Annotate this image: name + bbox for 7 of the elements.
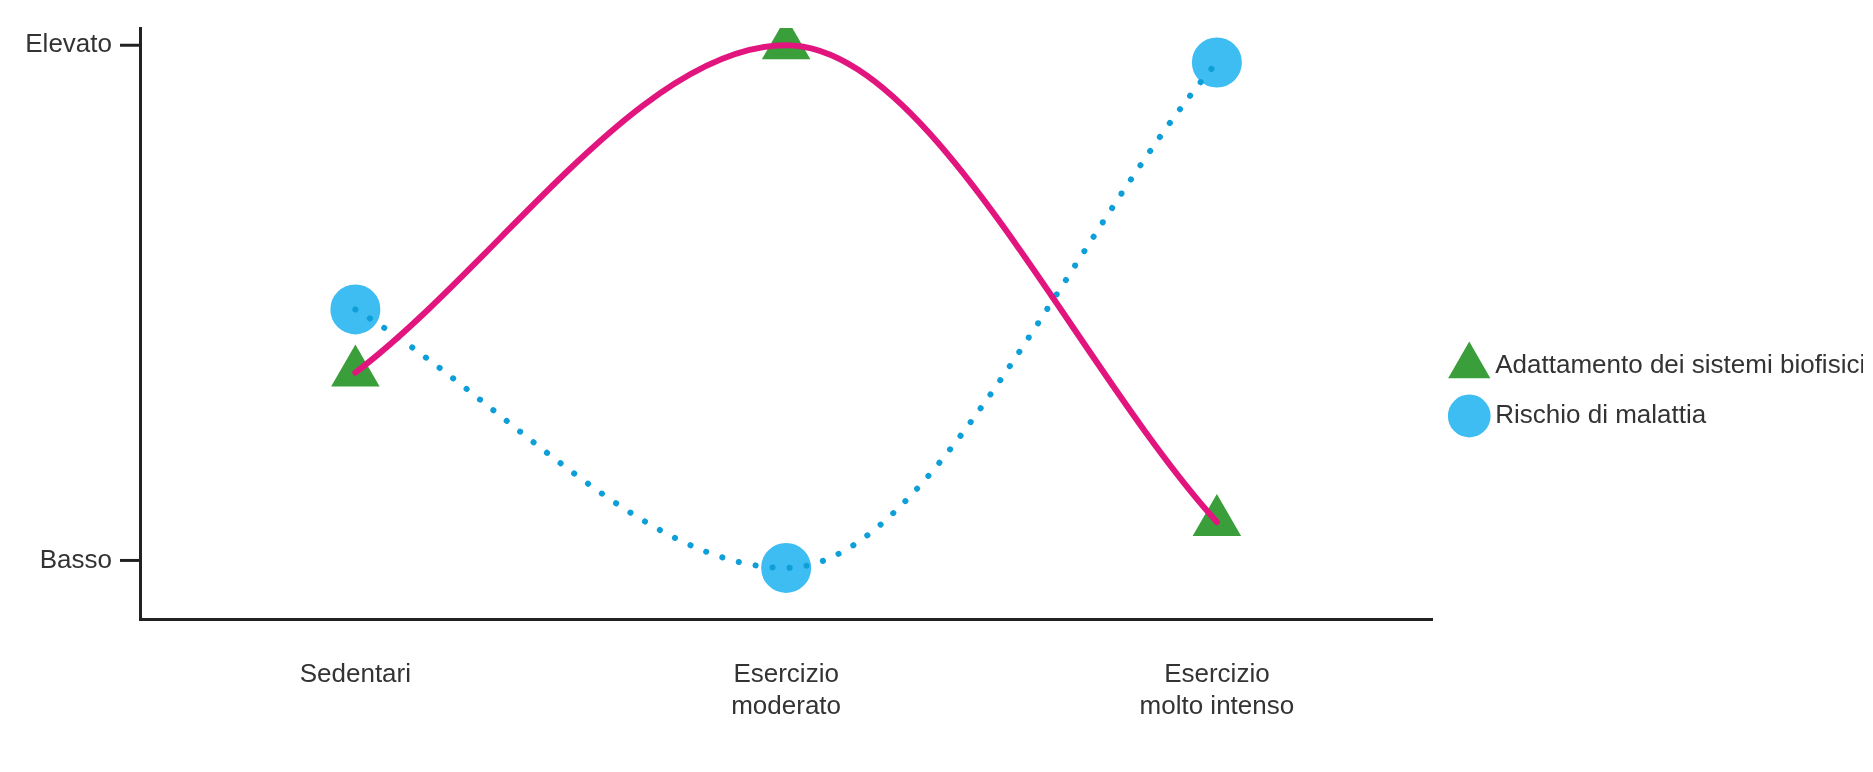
legend-label: Adattamento dei sistemi biofisici (1495, 349, 1866, 380)
text: Basso (39, 543, 112, 574)
x-tick-label: Esercizio moderato (731, 658, 842, 720)
legend-label: Rischio di malattia (1495, 399, 1707, 430)
text: Elevato (25, 28, 112, 59)
x-tick-label: Sedentari (299, 658, 412, 689)
x-tick-label: Esercizio molto intenso (1139, 658, 1295, 720)
